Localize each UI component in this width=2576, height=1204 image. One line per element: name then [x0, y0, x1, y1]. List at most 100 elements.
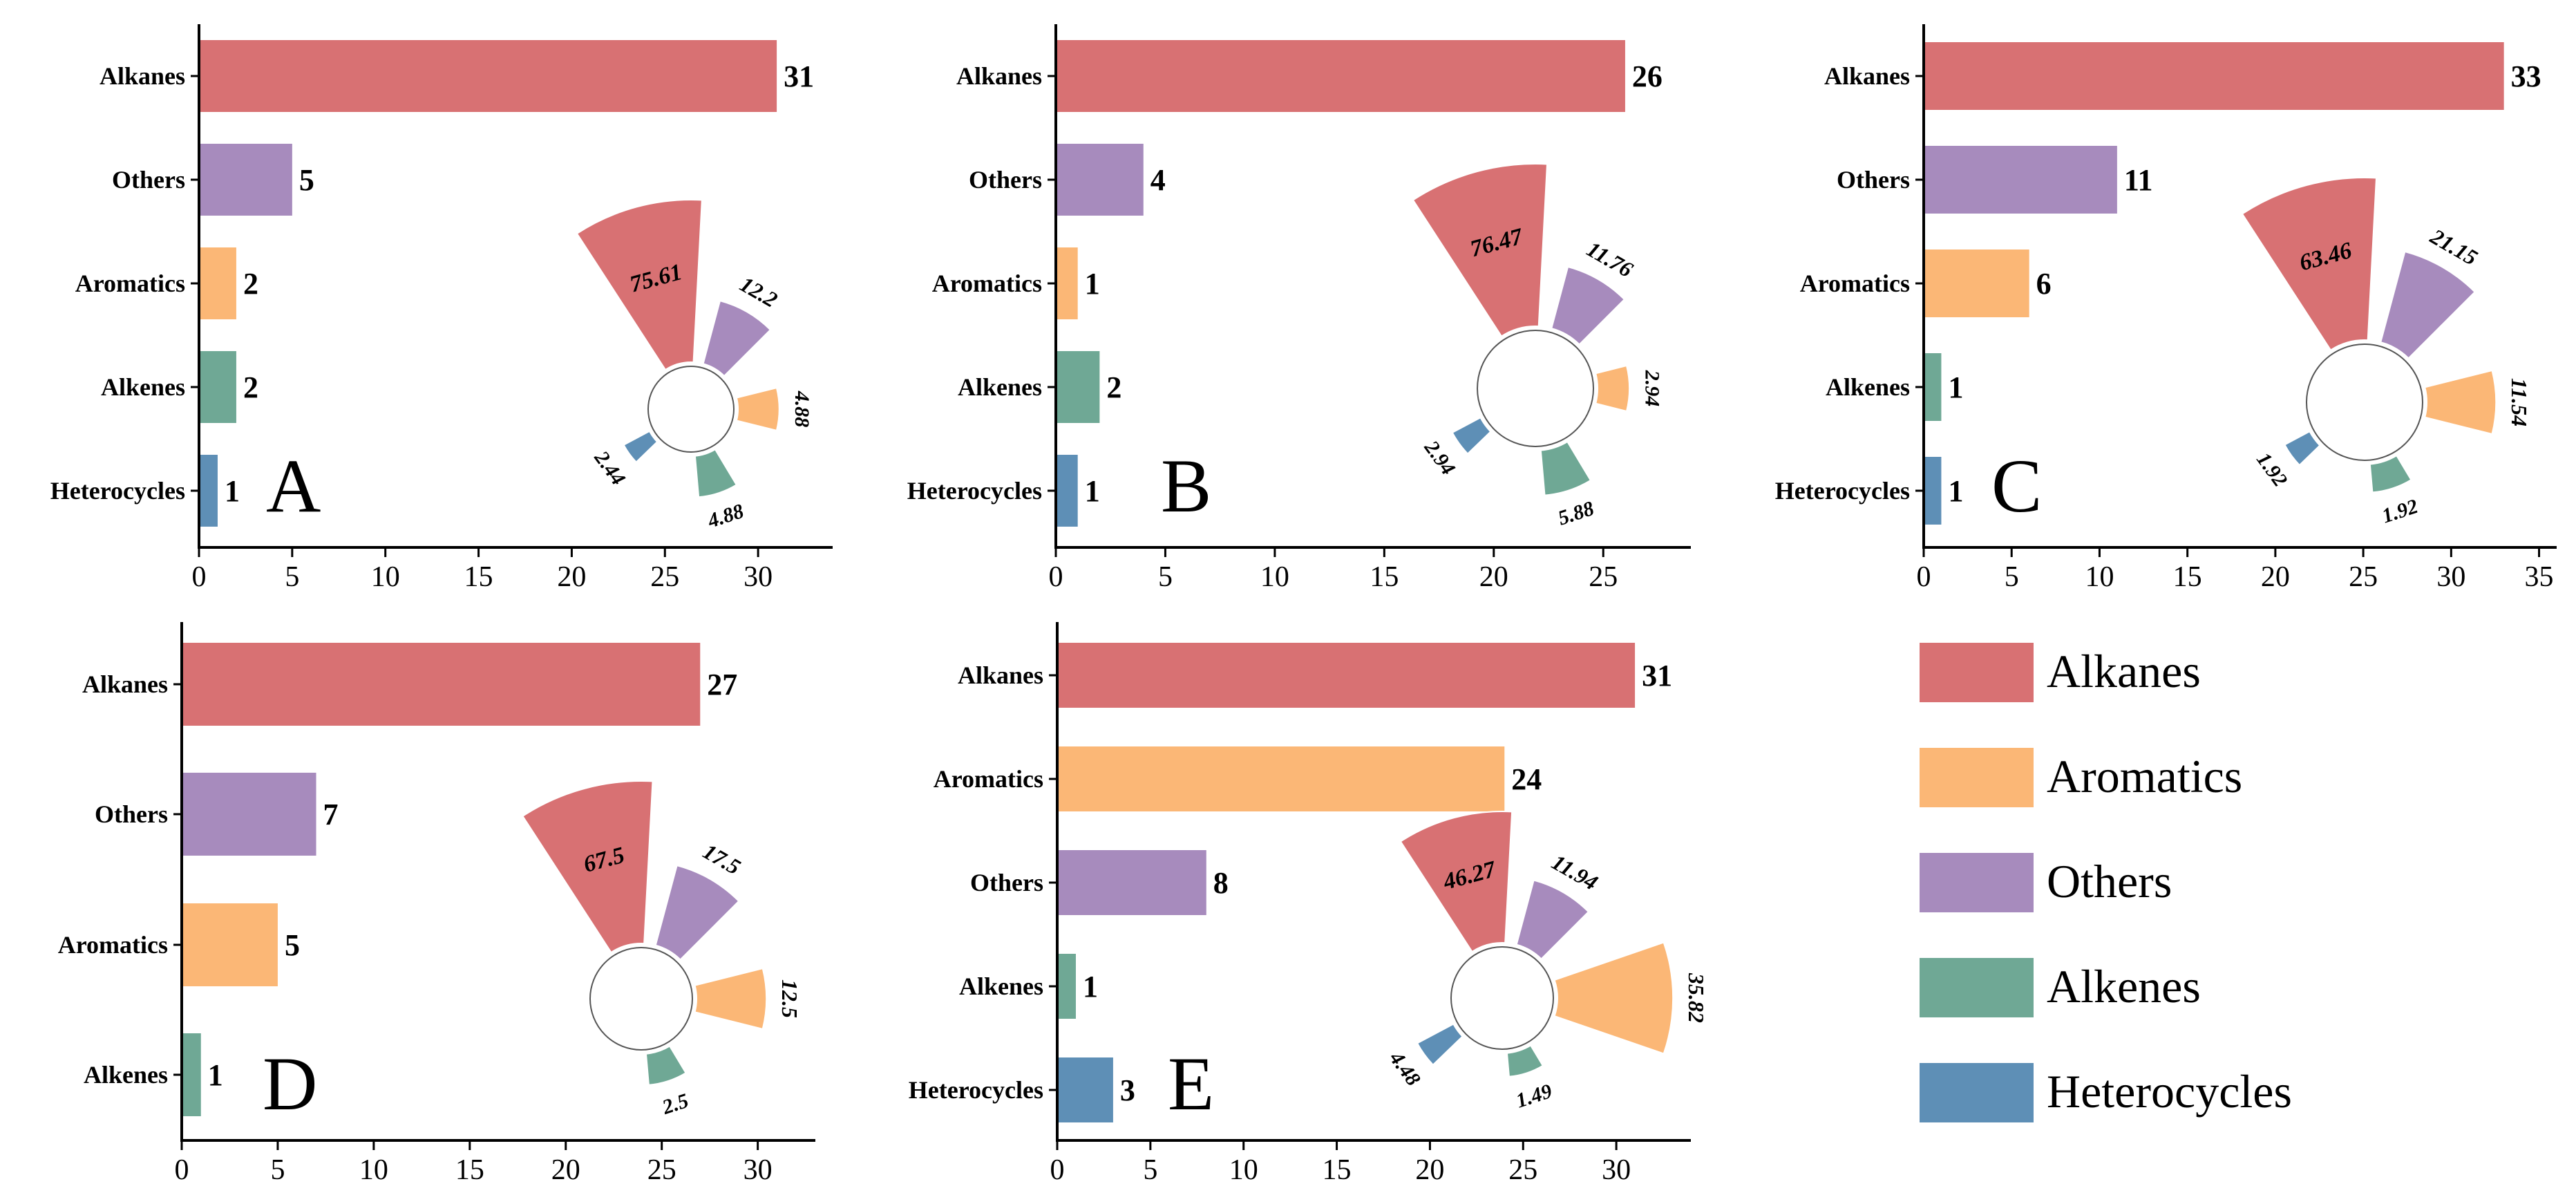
- bar-value-label-others: 7: [323, 798, 339, 831]
- rose-label-alkenes: 2.5: [659, 1089, 692, 1119]
- bar-alkenes: [1925, 353, 1942, 421]
- bar-value-label-aromatics: 2: [243, 267, 258, 301]
- x-tick-label: 30: [1602, 1154, 1631, 1186]
- x-tick-label: 25: [647, 1154, 676, 1186]
- bar-value-label-others: 5: [299, 163, 314, 197]
- x-tick-label: 10: [2085, 561, 2114, 593]
- bar-value-label-alkanes: 26: [1632, 59, 1663, 93]
- bar-others: [183, 773, 316, 856]
- x-tick-label: 10: [1260, 561, 1289, 593]
- legend-swatch-alkenes: [1920, 958, 2034, 1017]
- legend-swatch-alkanes: [1920, 643, 2034, 702]
- bar-value-label-alkanes: 33: [2511, 59, 2541, 93]
- rose-wedge-alkenes: [645, 1045, 687, 1086]
- panel-A: 0 5 10 15 20 25 30 Alkanes 31 Others 5 Aromatics 2 Al…: [50, 24, 833, 593]
- rose-wedge-aromatics: [694, 967, 768, 1031]
- rose-chart-D: 67.5 17.512.52.5: [522, 780, 802, 1119]
- bar-heterocycles: [1057, 455, 1078, 527]
- bar-alkanes: [200, 40, 777, 112]
- x-tick-label: 5: [2005, 561, 2019, 593]
- rose-label-heterocycles: 2.44: [589, 446, 629, 490]
- x-tick-label: 10: [371, 561, 400, 593]
- rose-label-aromatics: 35.82: [1684, 972, 1709, 1023]
- bar-value-label-aromatics: 24: [1511, 762, 1542, 796]
- y-tick-label-alkanes: Alkanes: [956, 62, 1042, 90]
- legend-swatch-aromatics: [1920, 748, 2034, 807]
- legend-label-others: Others: [2047, 855, 2172, 907]
- bar-alkanes: [183, 643, 701, 726]
- y-tick-label-aromatics: Aromatics: [932, 270, 1042, 297]
- x-tick-label: 5: [1143, 1154, 1157, 1186]
- legend-label-heterocycles: Heterocycles: [2047, 1065, 2292, 1118]
- y-tick-label-alkenes: Alkenes: [84, 1061, 168, 1089]
- y-tick-label-alkanes: Alkanes: [82, 670, 168, 698]
- bar-value-label-heterocycles: 1: [225, 474, 240, 508]
- x-tick-label: 0: [1917, 561, 1931, 593]
- rose-wedge-others: [1551, 265, 1626, 346]
- bar-value-label-alkenes: 2: [1106, 370, 1121, 404]
- rose-wedge-aromatics: [1595, 364, 1630, 413]
- rose-label-aromatics: 2.94: [1641, 370, 1664, 407]
- bar-alkanes: [1925, 42, 2504, 110]
- rose-label-others: 12.2: [736, 271, 782, 312]
- rose-wedge-heterocycles: [623, 430, 659, 463]
- x-tick-label: 15: [455, 1154, 484, 1186]
- panel-B: 0 5 10 15 20 25 Alkanes 26 Others 4 Aromatics 1 Alke…: [907, 24, 1691, 593]
- y-tick-label-alkenes: Alkenes: [1826, 373, 1910, 401]
- x-tick-label: 35: [2525, 561, 2554, 593]
- legend-label-alkanes: Alkanes: [2047, 645, 2201, 697]
- rose-label-aromatics: 12.5: [777, 979, 802, 1018]
- y-tick-label-heterocycles: Heterocycles: [909, 1076, 1043, 1104]
- x-tick-label: 25: [1508, 1154, 1537, 1186]
- bar-aromatics: [1925, 250, 2029, 317]
- bar-others: [1059, 850, 1206, 915]
- rose-label-alkenes: 1.49: [1513, 1080, 1555, 1113]
- bar-others: [1925, 146, 2117, 214]
- bar-value-label-heterocycles: 1: [1085, 474, 1100, 508]
- bar-alkenes: [183, 1033, 201, 1116]
- x-tick-label: 25: [2349, 561, 2378, 593]
- bar-value-label-others: 11: [2124, 163, 2153, 197]
- x-tick-label: 0: [1050, 1154, 1065, 1186]
- legend-label-alkenes: Alkenes: [2047, 960, 2201, 1013]
- rose-center-circle: [1477, 330, 1594, 447]
- x-tick-label: 20: [1415, 1154, 1444, 1186]
- rose-wedge-aromatics: [2424, 369, 2497, 435]
- bar-alkenes: [1059, 954, 1076, 1019]
- x-tick-label: 0: [175, 1154, 189, 1186]
- panel-letter-C: C: [1991, 444, 2042, 528]
- bar-alkanes: [1057, 40, 1625, 112]
- bar-aromatics: [183, 903, 278, 986]
- rose-wedge-alkanes: [576, 199, 703, 371]
- bar-value-label-alkanes: 31: [784, 59, 814, 93]
- rose-chart-B: 76.47 11.762.945.882.94: [1412, 163, 1664, 530]
- bar-value-label-heterocycles: 1: [1948, 474, 1963, 508]
- rose-center-circle: [1450, 946, 1554, 1050]
- bar-heterocycles: [1059, 1057, 1113, 1122]
- y-tick-label-others: Others: [95, 800, 168, 828]
- bar-heterocycles: [200, 455, 218, 527]
- x-tick-label: 25: [650, 561, 679, 593]
- legend-swatch-heterocycles: [1920, 1063, 2034, 1122]
- panel-letter-D: D: [263, 1042, 317, 1126]
- rose-center-circle: [2306, 344, 2423, 461]
- rose-center-circle: [589, 947, 693, 1051]
- x-tick-label: 20: [1479, 561, 1508, 593]
- rose-wedge-heterocycles: [1451, 416, 1492, 455]
- rose-wedge-aromatics: [1553, 941, 1674, 1055]
- x-tick-label: 15: [1323, 1154, 1352, 1186]
- rose-label-heterocycles: 2.94: [1419, 436, 1459, 480]
- rose-label-aromatics: 4.88: [790, 391, 813, 428]
- bar-alkanes: [1059, 643, 1636, 708]
- rose-label-alkenes: 5.88: [1555, 497, 1597, 530]
- bar-heterocycles: [1925, 457, 1942, 525]
- bar-value-label-alkanes: 27: [707, 668, 737, 702]
- bar-aromatics: [1059, 746, 1505, 811]
- rose-center-circle: [647, 366, 735, 453]
- x-tick-label: 10: [359, 1154, 388, 1186]
